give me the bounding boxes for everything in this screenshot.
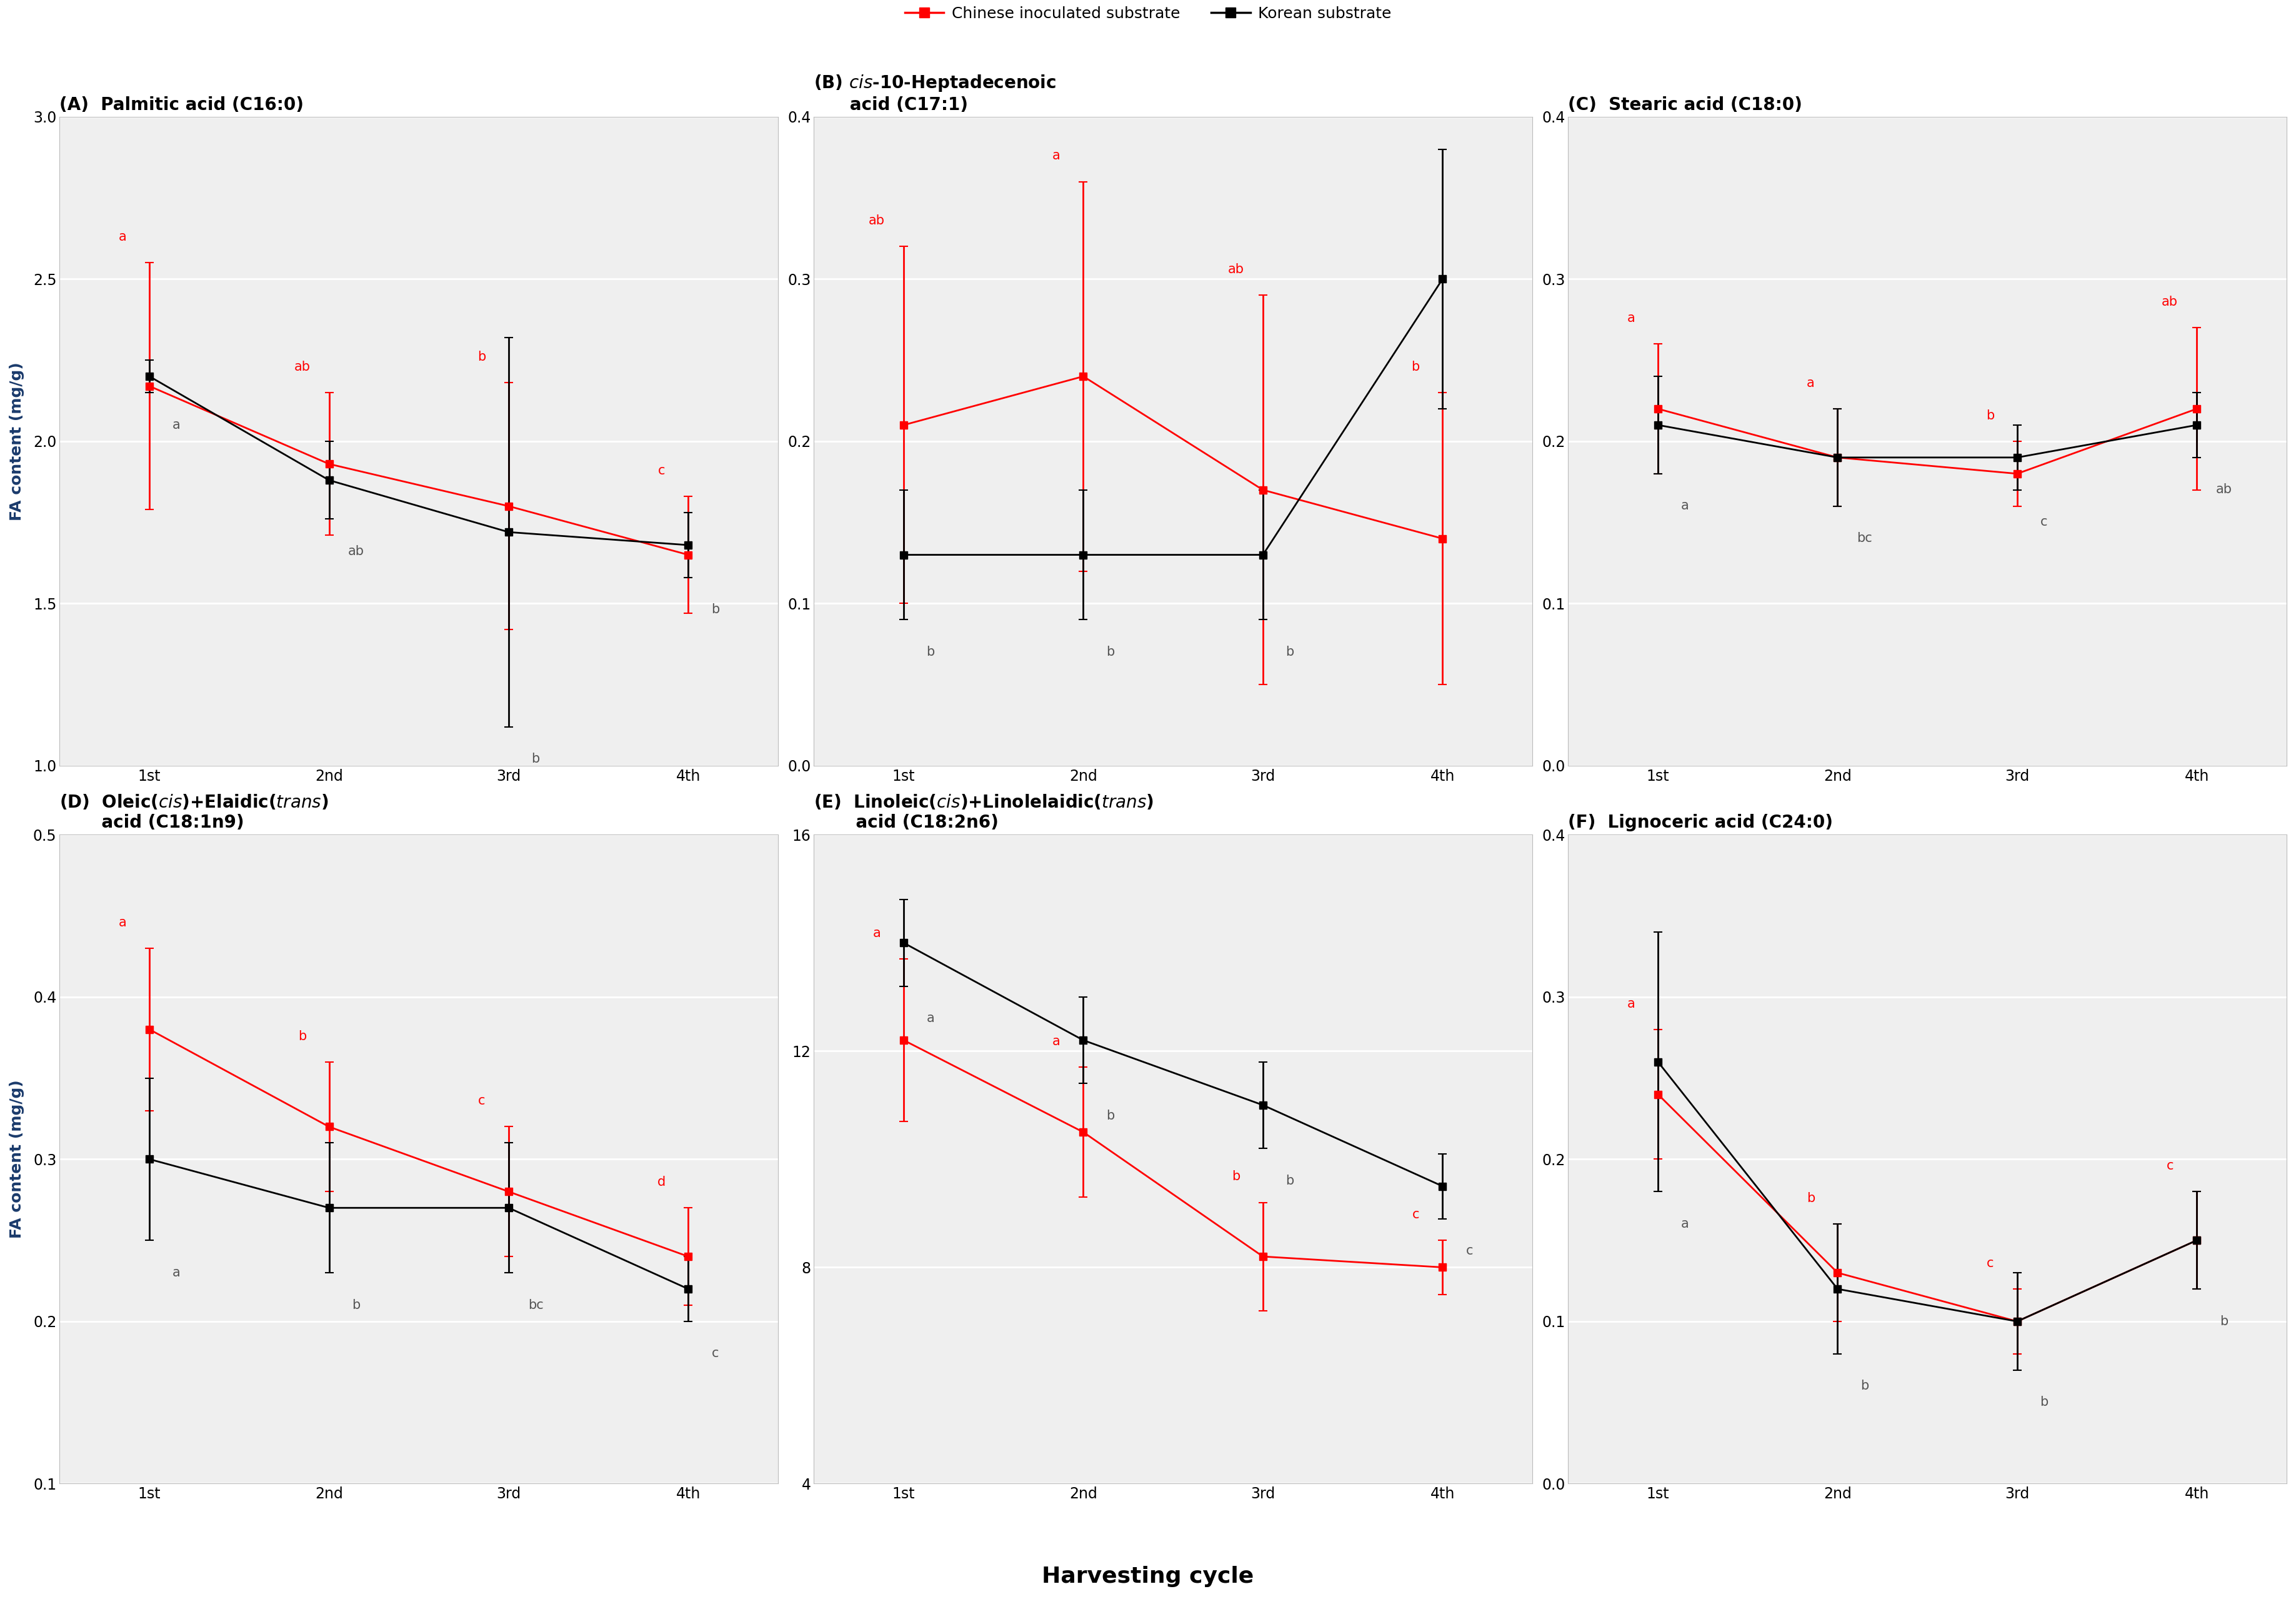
- Text: b: b: [1860, 1380, 1869, 1393]
- Text: a: a: [119, 230, 126, 243]
- Text: a: a: [1807, 377, 1814, 389]
- Text: a: a: [172, 1266, 181, 1279]
- Text: b: b: [2220, 1314, 2227, 1327]
- Text: a: a: [1681, 1217, 1690, 1230]
- Text: b: b: [1807, 1193, 1814, 1204]
- Text: b: b: [351, 1298, 360, 1311]
- Text: ab: ab: [1228, 264, 1244, 275]
- Text: (B) $\it{cis}$-10-Heptadecenoic
      acid (C17:1): (B) $\it{cis}$-10-Heptadecenoic acid (C1…: [813, 74, 1056, 114]
- Text: (C)  Stearic acid (C18:0): (C) Stearic acid (C18:0): [1568, 96, 1802, 114]
- Text: b: b: [1286, 646, 1295, 659]
- Text: a: a: [1052, 150, 1061, 161]
- Text: (F)  Lignoceric acid (C24:0): (F) Lignoceric acid (C24:0): [1568, 814, 1832, 831]
- Text: a: a: [1681, 499, 1690, 512]
- Text: c: c: [2041, 516, 2048, 528]
- Text: (A)  Palmitic acid (C16:0): (A) Palmitic acid (C16:0): [60, 96, 303, 114]
- Text: a: a: [172, 419, 181, 432]
- Text: a: a: [872, 927, 882, 940]
- Text: ab: ab: [294, 361, 310, 373]
- Legend: Chinese inoculated substrate, Korean substrate: Chinese inoculated substrate, Korean sub…: [898, 0, 1398, 27]
- Text: c: c: [1986, 1257, 1993, 1270]
- Text: Harvesting cycle: Harvesting cycle: [1042, 1565, 1254, 1588]
- Text: b: b: [1986, 409, 1995, 422]
- Text: a: a: [928, 1012, 934, 1025]
- Text: b: b: [478, 350, 487, 363]
- Text: ab: ab: [2163, 296, 2179, 309]
- Text: b: b: [1412, 361, 1419, 373]
- Text: (E)  Linoleic($\it{cis}$)+Linolelaidic($\it{trans}$)
       acid (C18:2n6): (E) Linoleic($\it{cis}$)+Linolelaidic($\…: [813, 793, 1155, 831]
- Text: b: b: [928, 646, 934, 659]
- Text: b: b: [712, 603, 719, 616]
- Text: ab: ab: [868, 214, 884, 227]
- Text: bc: bc: [1857, 532, 1871, 545]
- Text: b: b: [1107, 646, 1114, 659]
- Text: (D)  Oleic($\it{cis}$)+Elaidic($\it{trans}$)
       acid (C18:1n9): (D) Oleic($\it{cis}$)+Elaidic($\it{trans…: [60, 793, 328, 831]
- Text: a: a: [1052, 1035, 1061, 1047]
- Text: a: a: [1628, 312, 1635, 325]
- Text: c: c: [1412, 1209, 1419, 1220]
- Text: c: c: [712, 1348, 719, 1359]
- Text: bc: bc: [528, 1298, 544, 1311]
- Text: ab: ab: [2216, 483, 2232, 496]
- Text: b: b: [298, 1030, 305, 1043]
- Text: c: c: [2167, 1159, 2174, 1172]
- Text: c: c: [657, 464, 666, 477]
- Text: d: d: [657, 1175, 666, 1188]
- Text: ab: ab: [349, 545, 365, 558]
- Text: a: a: [1628, 998, 1635, 1011]
- Text: c: c: [1465, 1244, 1474, 1257]
- Text: a: a: [119, 916, 126, 929]
- Y-axis label: FA content (mg/g): FA content (mg/g): [9, 361, 25, 521]
- Y-axis label: FA content (mg/g): FA content (mg/g): [9, 1079, 25, 1239]
- Text: b: b: [530, 753, 540, 766]
- Text: b: b: [1233, 1170, 1240, 1183]
- Text: b: b: [2039, 1396, 2048, 1409]
- Text: b: b: [1107, 1110, 1114, 1122]
- Text: b: b: [1286, 1174, 1295, 1186]
- Text: c: c: [478, 1095, 484, 1107]
